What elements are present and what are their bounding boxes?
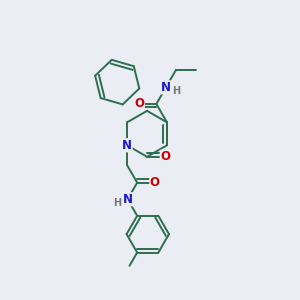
Text: O: O	[160, 150, 170, 163]
Text: O: O	[134, 98, 144, 110]
Text: H: H	[113, 198, 121, 208]
Text: N: N	[122, 139, 132, 152]
Text: H: H	[172, 86, 181, 96]
Text: O: O	[150, 176, 160, 189]
Text: N: N	[123, 193, 133, 206]
Text: N: N	[161, 81, 171, 94]
